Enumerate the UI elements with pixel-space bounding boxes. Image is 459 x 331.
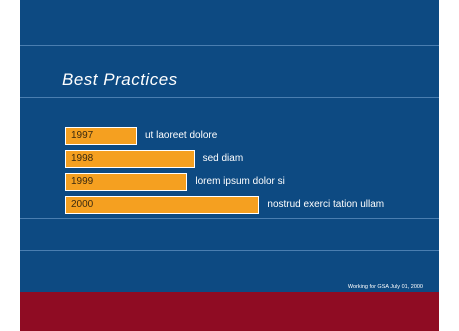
category-label: 1999 [71, 176, 94, 187]
bar-label: sed diam [202, 153, 244, 164]
rule-line [20, 218, 439, 219]
bar-label: lorem ipsum dolor si [195, 176, 285, 187]
bar [65, 127, 137, 145]
category-label: 1997 [71, 130, 94, 141]
bar [65, 150, 195, 168]
rule-line [20, 45, 439, 46]
rule-line [20, 97, 439, 98]
bar-label: ut laoreet dolore [145, 130, 218, 141]
bar [65, 196, 260, 214]
bar-label: nostrud exerci tation ullam [267, 199, 385, 210]
rule-line [20, 250, 439, 251]
slide-title: Best Practices [62, 70, 178, 89]
footer-band [20, 292, 439, 331]
footer-credit: Working for GSA July 01, 2000 [347, 284, 423, 290]
category-label: 1998 [71, 153, 94, 164]
bar [65, 173, 188, 191]
slide: Best Practices 1997 ut laoreet dolore 1998… [20, 0, 439, 331]
category-label: 2000 [71, 199, 94, 210]
